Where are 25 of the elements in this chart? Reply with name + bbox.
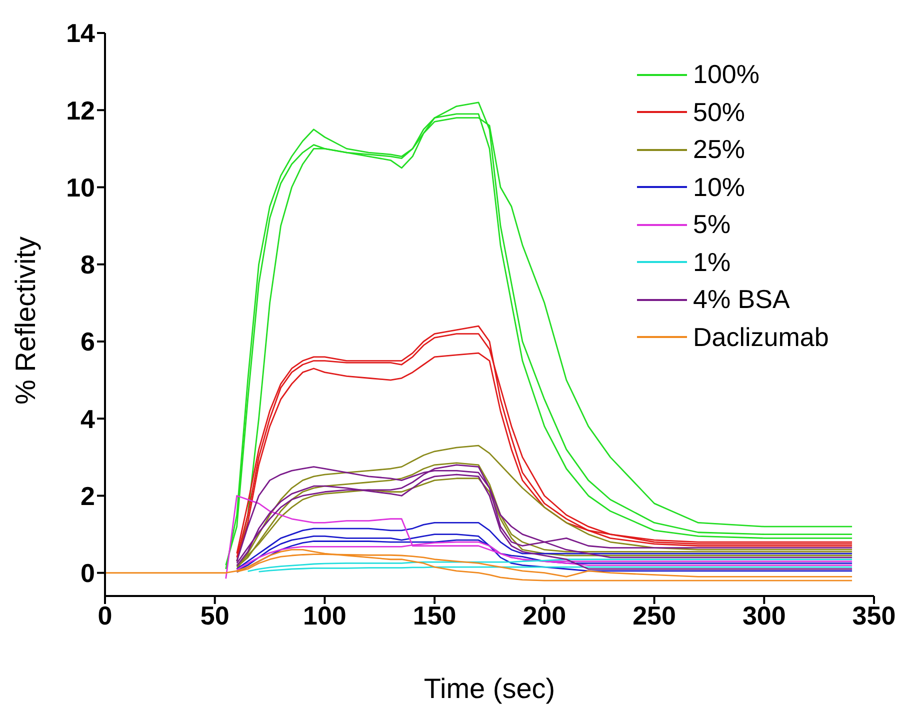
y-tick-label: 14: [66, 18, 96, 48]
y-tick-label: 4: [80, 404, 96, 434]
legend-label: 100%: [693, 59, 760, 90]
legend-label: 1%: [693, 246, 731, 278]
legend-label: 10%: [693, 172, 746, 203]
legend-label: 25%: [693, 134, 746, 166]
x-axis-title: Time (sec): [424, 673, 556, 704]
y-tick-label: 12: [66, 95, 95, 126]
legend-label: Daclizumab: [693, 322, 829, 353]
x-tick-label: 200: [522, 600, 566, 630]
x-tick-label: 50: [200, 600, 230, 630]
legend-label: 5%: [693, 209, 731, 240]
x-tick-label: 150: [412, 600, 456, 630]
x-tick-label: 250: [632, 600, 676, 630]
x-tick-label: 100: [303, 600, 346, 630]
x-tick-label: 350: [852, 600, 896, 630]
y-tick-label: 0: [80, 558, 95, 588]
y-tick-label: 10: [66, 172, 95, 202]
y-tick-label: 6: [80, 326, 95, 357]
y-axis-title: % Reflectivity: [10, 236, 41, 404]
x-tick-label: 300: [742, 600, 786, 630]
y-tick-label: 8: [80, 250, 95, 280]
legend-label: 4% BSA: [693, 284, 790, 316]
legend-label: 50%: [693, 96, 746, 128]
y-tick-label: 2: [80, 480, 95, 511]
